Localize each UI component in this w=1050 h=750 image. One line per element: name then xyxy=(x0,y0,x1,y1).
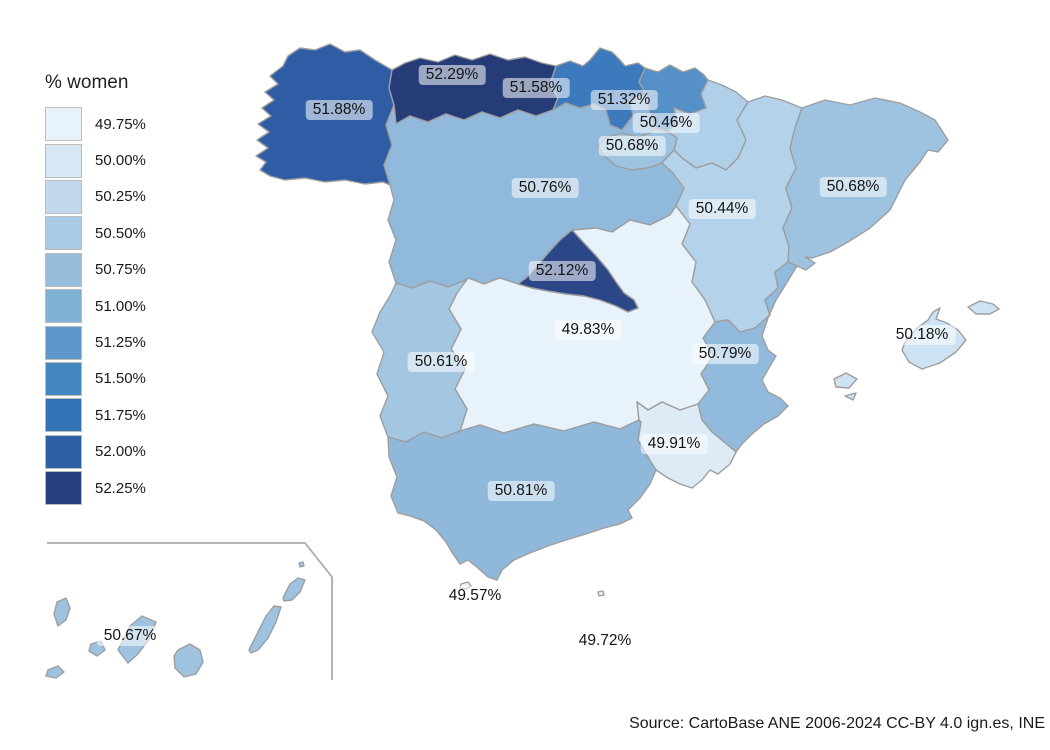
label-navarra: 50.46% xyxy=(632,113,700,133)
legend-title: % women xyxy=(45,72,129,93)
legend-label: 51.50% xyxy=(95,370,146,388)
label-madrid: 52.12% xyxy=(528,261,596,281)
legend-label: 50.00% xyxy=(95,152,146,170)
legend-label: 50.50% xyxy=(95,224,146,242)
label-cataluna: 50.68% xyxy=(819,177,887,197)
legend-swatch xyxy=(45,361,82,396)
legend-row: 51.00% xyxy=(45,288,146,324)
legend-row: 50.00% xyxy=(45,142,146,178)
islet-la-graciosa xyxy=(298,561,305,568)
legend-row: 50.50% xyxy=(45,215,146,251)
legend-swatch xyxy=(45,398,82,433)
legend-swatch xyxy=(45,107,82,142)
legend: % women 49.75% 50.00% 50.25% 50.50% 50.7… xyxy=(45,72,146,506)
legend-label: 52.25% xyxy=(95,479,146,497)
label-la-rioja: 50.68% xyxy=(598,136,666,156)
label-asturias: 52.29% xyxy=(418,65,486,85)
legend-label: 50.75% xyxy=(95,261,146,279)
island-gran-canaria xyxy=(173,643,204,678)
legend-row: 52.00% xyxy=(45,434,146,470)
island-lanzarote xyxy=(282,577,306,602)
legend-swatch xyxy=(45,471,82,506)
legend-swatch xyxy=(45,434,82,469)
label-valencia: 50.79% xyxy=(691,344,759,364)
legend-label: 49.75% xyxy=(95,115,146,133)
label-castilla-mancha: 49.83% xyxy=(554,320,622,340)
label-melilla: 49.72% xyxy=(571,631,639,651)
legend-row: 50.25% xyxy=(45,179,146,215)
legend-label: 51.75% xyxy=(95,406,146,424)
canary-inset-border xyxy=(47,542,333,680)
region-baleares xyxy=(833,300,1000,401)
island-fuerteventura xyxy=(248,605,282,654)
legend-swatch xyxy=(45,252,82,287)
legend-row: 52.25% xyxy=(45,470,146,506)
island-el-hierro xyxy=(45,665,65,679)
island-formentera xyxy=(844,392,857,401)
legend-label: 51.25% xyxy=(95,334,146,352)
legend-swatch xyxy=(45,216,82,251)
region-melilla xyxy=(597,590,605,597)
label-canarias: 50.67% xyxy=(96,626,164,646)
region-canarias xyxy=(45,561,306,679)
legend-label: 52.00% xyxy=(95,443,146,461)
legend-swatch xyxy=(45,325,82,360)
island-menorca xyxy=(967,300,1000,315)
label-andalucia: 50.81% xyxy=(487,481,555,501)
legend-swatch xyxy=(45,143,82,178)
label-ceuta: 49.57% xyxy=(441,586,509,606)
island-ibiza xyxy=(833,372,858,389)
island-la-palma xyxy=(53,597,71,627)
source-attribution: Source: CartoBase ANE 2006-2024 CC-BY 4.… xyxy=(629,715,1045,732)
label-galicia: 51.88% xyxy=(305,100,373,120)
label-murcia: 49.91% xyxy=(640,434,708,454)
legend-row: 51.75% xyxy=(45,397,146,433)
legend-swatch xyxy=(45,179,82,214)
legend-label: 50.25% xyxy=(95,188,146,206)
label-pais-vasco: 51.32% xyxy=(590,90,658,110)
legend-row: 49.75% xyxy=(45,106,146,142)
label-aragon: 50.44% xyxy=(688,199,756,219)
label-cantabria: 51.58% xyxy=(502,78,570,98)
legend-swatch xyxy=(45,289,82,324)
legend-label: 51.00% xyxy=(95,297,146,315)
legend-row: 51.50% xyxy=(45,361,146,397)
legend-row: 51.25% xyxy=(45,324,146,360)
label-extremadura: 50.61% xyxy=(407,352,475,372)
label-castilla-leon: 50.76% xyxy=(511,178,579,198)
legend-row: 50.75% xyxy=(45,252,146,288)
label-baleares: 50.18% xyxy=(888,325,956,345)
